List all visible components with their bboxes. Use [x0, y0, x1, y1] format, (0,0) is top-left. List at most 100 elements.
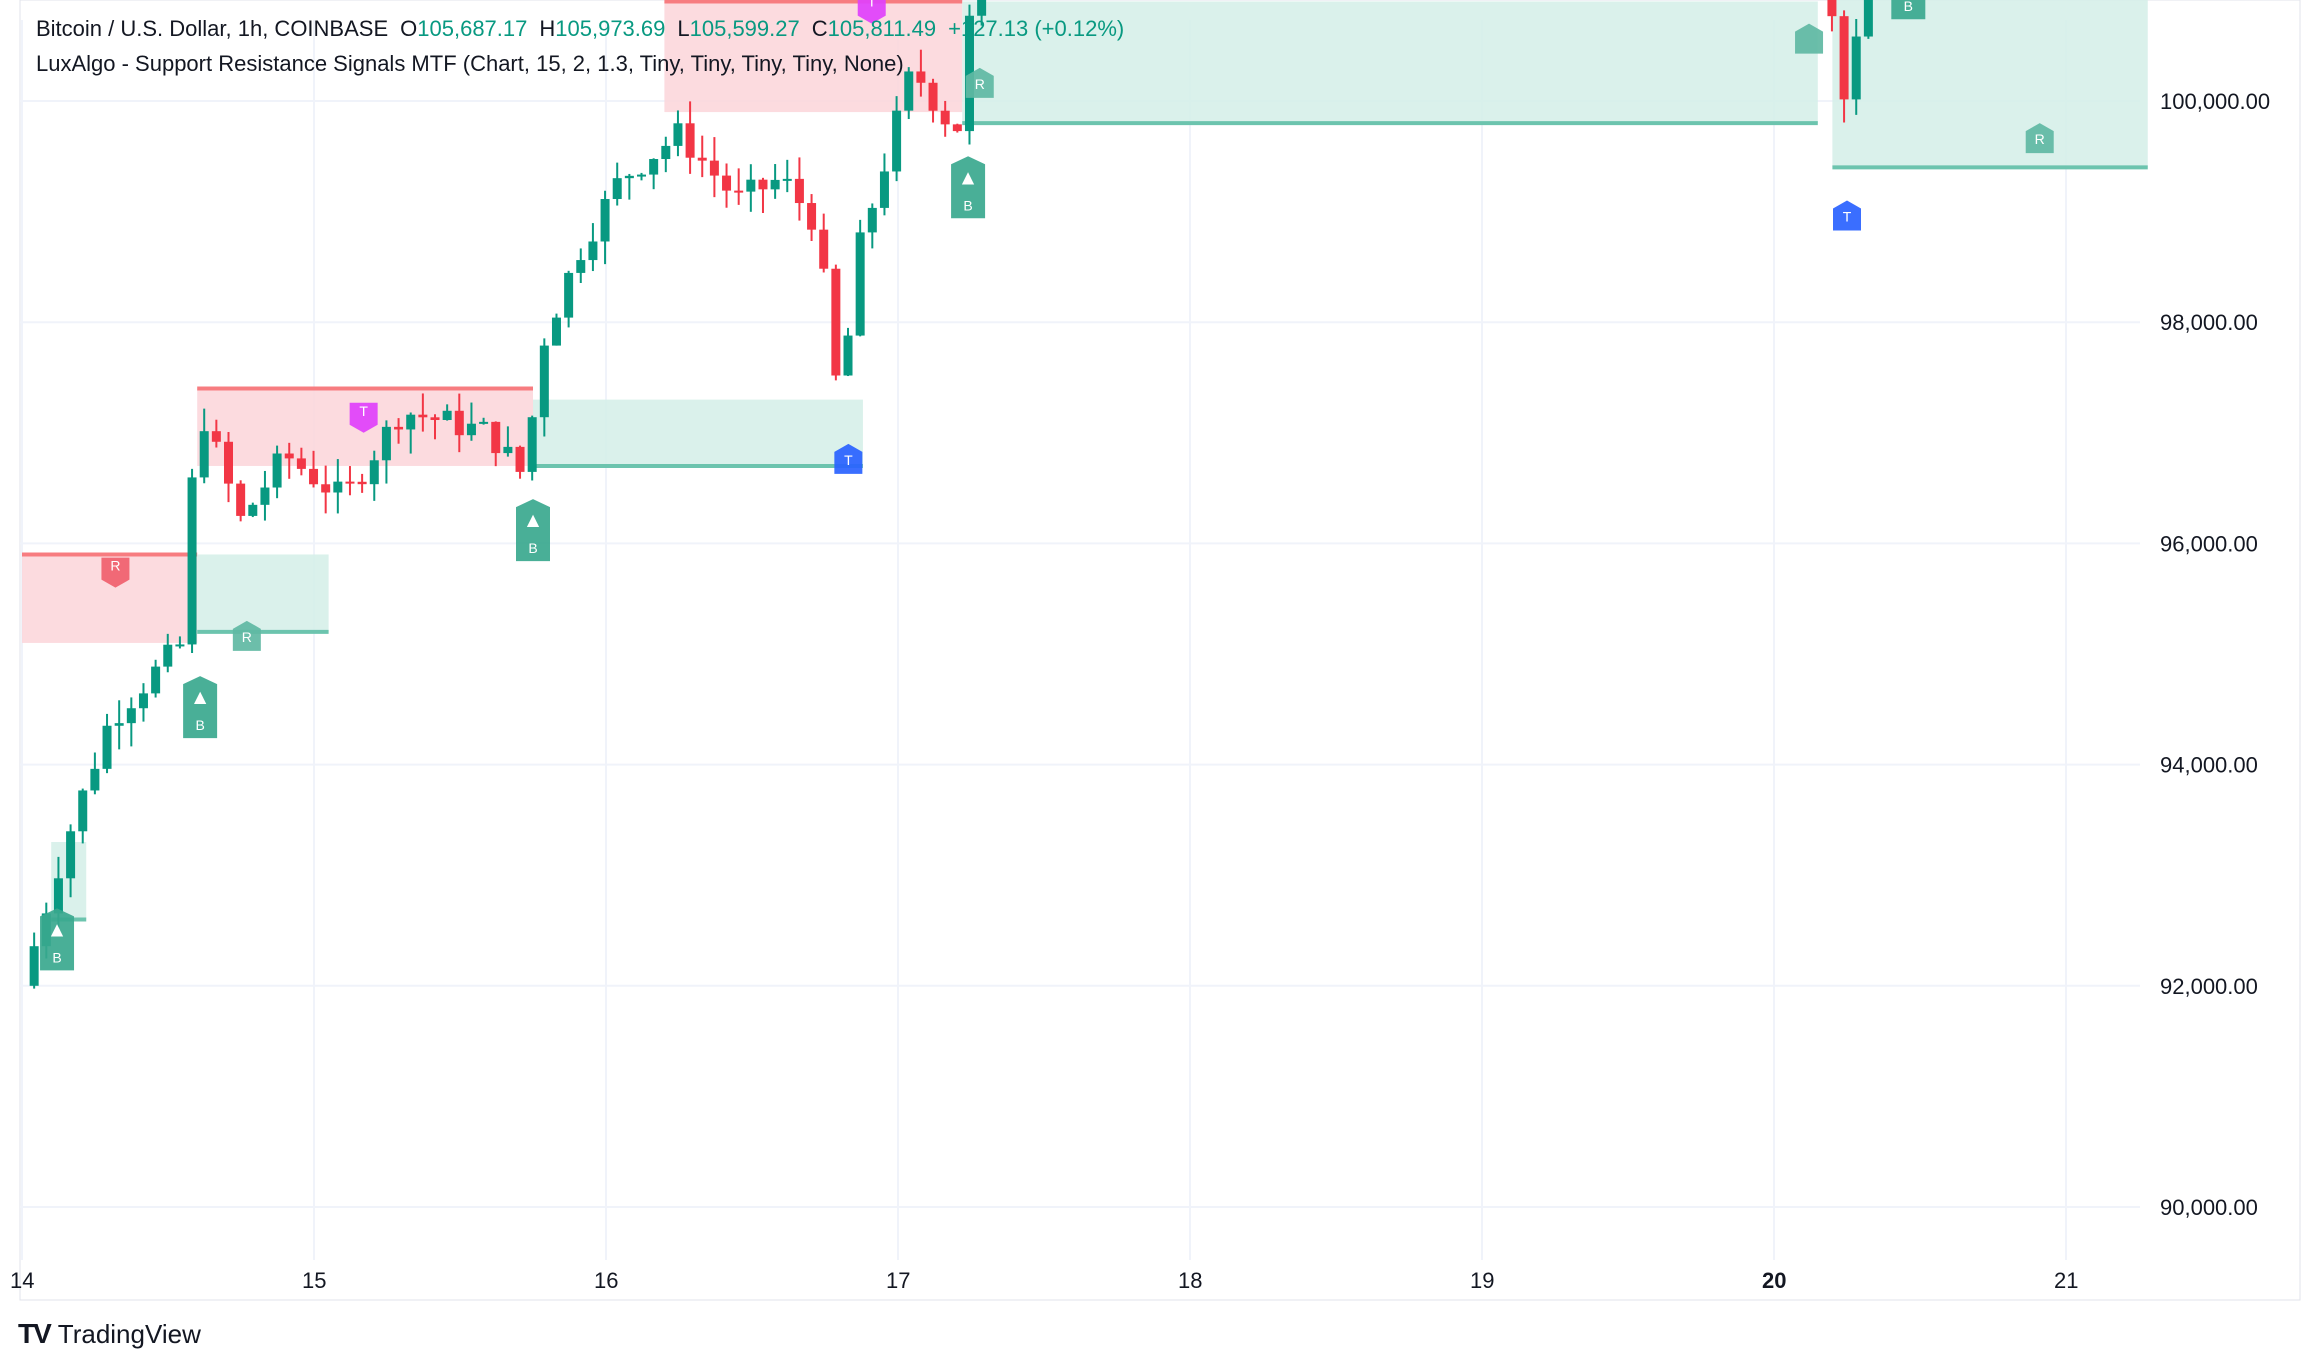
signal-shape	[183, 676, 218, 739]
candle-body	[831, 268, 841, 376]
signal-buy-marker[interactable]: ▲B	[1891, 0, 1926, 20]
candle-body	[649, 159, 659, 175]
close-value: 105,811.49	[827, 16, 937, 41]
x-tick-label: 20	[1762, 1268, 1786, 1293]
candle-body	[855, 232, 865, 336]
y-tick-label: 92,000.00	[2160, 974, 2258, 999]
candle-body	[722, 175, 732, 191]
signal-label: T	[867, 0, 876, 10]
signal-shape	[40, 908, 75, 971]
signal-shape	[2025, 123, 2054, 154]
signal-label: B	[528, 540, 537, 556]
signal-shape	[1833, 200, 1861, 231]
candle-body	[661, 145, 671, 160]
y-tick-label: 94,000.00	[2160, 753, 2258, 778]
tradingview-logo-text: TradingView	[57, 1318, 201, 1349]
signal-label: T	[1843, 209, 1852, 225]
candle-body	[224, 441, 234, 484]
signal-label: B	[963, 197, 972, 213]
x-tick-label: 15	[302, 1268, 326, 1293]
signal-label: R	[2035, 131, 2045, 147]
signal-sup-marker[interactable]: R	[965, 67, 994, 98]
candle-body	[394, 426, 404, 430]
x-tick-label: 19	[1470, 1268, 1494, 1293]
open-label: O	[400, 16, 418, 41]
signal-buy-marker[interactable]: ▲B	[516, 499, 550, 562]
symbol-header: Bitcoin / U.S. Dollar, 1h, COINBASE O105,…	[36, 16, 1124, 42]
signal-arrow-icon: ▲	[962, 167, 975, 186]
candle-body	[1851, 36, 1861, 100]
signal-bottom-marker[interactable]: T	[1833, 200, 1861, 231]
signal-shape	[516, 499, 550, 562]
low-label: L	[677, 16, 690, 41]
candle-body	[794, 178, 804, 204]
tradingview-logo[interactable]: TV TradingView	[18, 1318, 201, 1350]
candle-body	[163, 644, 173, 667]
candle-body	[843, 335, 853, 376]
candle-body	[734, 190, 744, 193]
candle-body	[78, 790, 88, 832]
candle-body	[1863, 0, 1873, 37]
symbol-line[interactable]: Bitcoin / U.S. Dollar, 1h, COINBASE	[36, 16, 389, 41]
candle-body	[345, 481, 355, 484]
indicator-legend[interactable]: LuxAlgo - Support Resistance Signals MTF…	[36, 51, 904, 77]
candle-body	[309, 468, 319, 485]
signal-buy-marker[interactable]: ▲B	[40, 908, 75, 971]
signal-arrow-icon: ▲	[527, 510, 540, 529]
tradingview-logo-icon: TV	[18, 1318, 52, 1349]
y-tick-label: 100,000.00	[2160, 89, 2270, 114]
chart-frame	[19, 0, 2301, 1301]
candle-body	[600, 199, 610, 242]
candle-body	[539, 345, 549, 418]
candle-body	[296, 458, 306, 469]
signal-res-marker[interactable]: R	[101, 557, 130, 588]
candle-body	[916, 71, 926, 83]
candle-body	[430, 417, 440, 421]
signal-buy-marker[interactable]: ▲B	[183, 676, 218, 739]
candle-body	[928, 82, 938, 111]
candle-body	[709, 160, 719, 176]
chart-grid	[19, 0, 2301, 1301]
signal-top-marker[interactable]: T	[857, 0, 886, 24]
open-value: 105,687.17	[417, 16, 528, 41]
candle-body	[1827, 0, 1837, 17]
signal-shape	[1795, 23, 1824, 54]
signal-buy-marker[interactable]: ▲B	[951, 156, 986, 219]
candle-body	[551, 317, 561, 346]
candle-body	[211, 431, 221, 442]
candle-body	[879, 171, 889, 208]
signal-label: R	[242, 629, 252, 645]
indicator-label[interactable]: LuxAlgo - Support Resistance Signals MTF…	[36, 51, 904, 76]
candle-body	[892, 110, 902, 172]
signal-sup-marker[interactable]: R	[232, 620, 261, 651]
high-label: H	[539, 16, 556, 41]
candle-body	[867, 207, 877, 233]
candle-body	[673, 123, 683, 146]
x-tick-label: 16	[594, 1268, 618, 1293]
signal-shape	[857, 0, 886, 24]
signal-shape	[101, 557, 130, 588]
high-value: 105,973.69	[555, 16, 666, 41]
candle-body	[758, 179, 768, 190]
signal-shape	[951, 156, 986, 219]
candle-body	[588, 241, 598, 261]
signal-bottom-marker[interactable]: T	[834, 443, 863, 474]
candle-body	[284, 453, 294, 459]
support-zone	[1832, 0, 2148, 168]
change-value: +127.13 (+0.12%)	[948, 16, 1125, 41]
candle-body	[564, 272, 574, 318]
support-zone	[533, 399, 863, 466]
signal-top-marker[interactable]: T	[349, 402, 378, 433]
candle-body	[248, 504, 258, 516]
candle-body	[321, 484, 331, 493]
y-tick-label: 90,000.00	[2160, 1195, 2258, 1220]
signal-label: R	[975, 76, 985, 92]
signal-label: T	[844, 452, 853, 468]
x-tick-label: 17	[886, 1268, 910, 1293]
candle-body	[236, 483, 246, 516]
signal-sup-marker[interactable]	[1795, 23, 1824, 54]
candle-body	[782, 178, 792, 181]
signal-sup-marker[interactable]: R	[2025, 123, 2054, 154]
candle-body	[369, 460, 379, 485]
